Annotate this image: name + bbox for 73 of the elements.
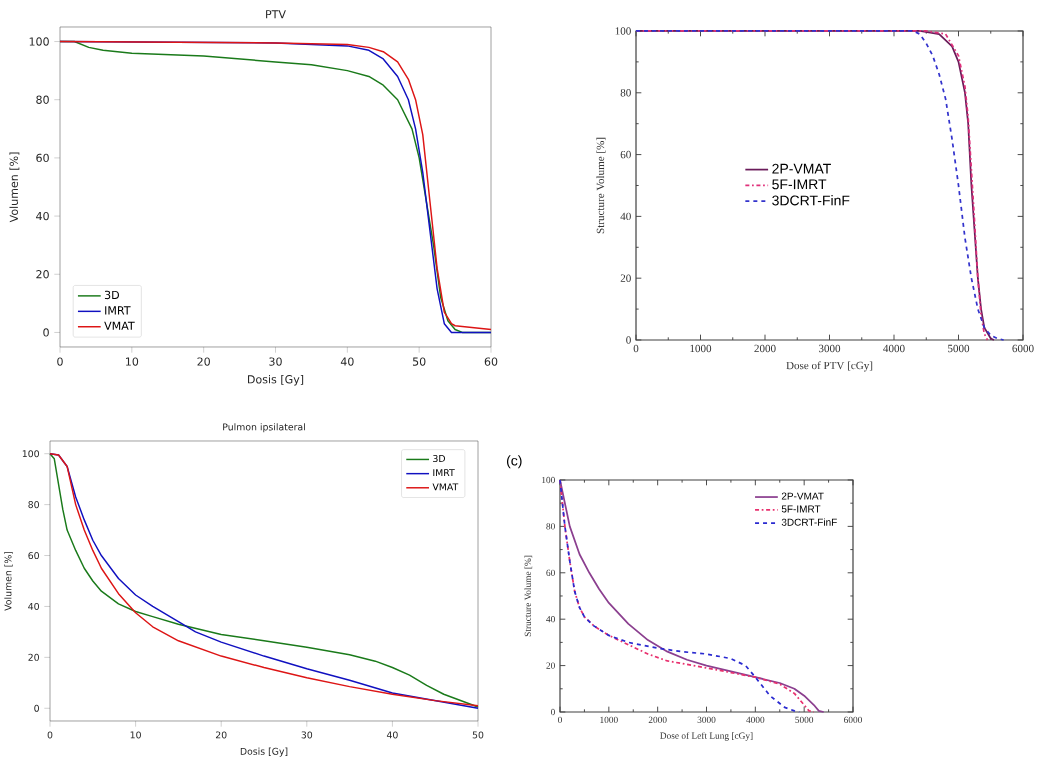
x-tick-label: 30 <box>269 357 282 366</box>
x-tick-label: 30 <box>301 731 313 739</box>
x-tick-label: 40 <box>386 731 398 739</box>
x-tick-label: 20 <box>197 357 210 366</box>
legend-label: 5F-IMRT <box>781 505 821 513</box>
x-axis-title: Dose of PTV [cGy] <box>786 361 873 372</box>
x-tick-label: 20 <box>215 731 227 739</box>
x-tick-label: 3000 <box>818 344 841 353</box>
y-tick-label: 80 <box>36 95 49 104</box>
legend-label: 2P-VMAT <box>772 163 831 174</box>
legend-label: 3DCRT-FinF <box>781 518 837 526</box>
x-tick-label: 0 <box>558 716 562 723</box>
y-tick-label: 40 <box>546 616 555 623</box>
x-tick-label: 6000 <box>844 716 862 723</box>
x-tick-label: 4000 <box>883 344 905 353</box>
y-tick-label: 100 <box>615 27 631 35</box>
y-tick-label: 40 <box>36 211 49 221</box>
y-tick-label: 100 <box>29 37 49 46</box>
y-tick-label: 60 <box>546 569 555 576</box>
y-tick-label: 80 <box>28 501 39 509</box>
chart-title: PTV <box>266 10 286 19</box>
y-tick-label: 100 <box>22 450 39 458</box>
y-tick-label: 40 <box>28 602 39 610</box>
legend-label: IMRT <box>433 469 455 477</box>
legend-label: 3DCRT-FinF <box>772 195 850 206</box>
x-tick-label: 2000 <box>754 344 776 353</box>
y-tick-label: 20 <box>620 274 631 282</box>
y-axis-title: Structure Volume [%] <box>596 137 606 234</box>
y-tick-label: 0 <box>34 704 39 712</box>
y-tick-label: 20 <box>546 662 555 669</box>
x-tick-label: 10 <box>126 357 139 366</box>
x-axis-title: Dose of Left Lung [cGy] <box>660 732 753 741</box>
y-tick-label: 40 <box>620 212 631 221</box>
x-tick-label: 1000 <box>600 716 618 723</box>
y-tick-label: 80 <box>620 89 631 97</box>
x-tick-label: 5000 <box>948 344 970 353</box>
x-tick-label: 3000 <box>697 716 716 723</box>
y-tick-label: 20 <box>36 270 49 279</box>
x-tick-label: 40 <box>340 357 354 366</box>
y-tick-label: 60 <box>620 150 631 159</box>
text: (c) <box>506 455 522 469</box>
x-tick-label: 0 <box>57 357 63 366</box>
y-axis-title: Volumen [%] <box>4 551 13 611</box>
legend-label: 2P-VMAT <box>781 492 824 500</box>
y-tick-label: 0 <box>550 708 555 716</box>
x-tick-label: 60 <box>484 357 498 366</box>
legend-label: 3D <box>433 454 445 463</box>
chart-title: Pulmon ipsilateral <box>223 423 305 433</box>
y-tick-label: 20 <box>28 653 39 661</box>
x-tick-label: 0 <box>633 344 639 353</box>
legend-label: 3D <box>104 290 119 300</box>
y-axis-title: Volumen [%] <box>9 152 20 223</box>
y-tick-label: 0 <box>43 328 49 337</box>
y-tick-label: 100 <box>542 476 555 484</box>
legend-label: 5F-IMRT <box>772 179 827 190</box>
y-tick-label: 60 <box>36 153 49 163</box>
x-tick-label: 5000 <box>795 716 814 723</box>
x-tick-label: 50 <box>412 357 426 366</box>
x-axis-title: Dosis [Gy] <box>248 374 304 386</box>
x-tick-label: 50 <box>472 731 484 739</box>
legend-label: VMAT <box>104 321 135 330</box>
y-tick-label: 60 <box>28 552 39 560</box>
x-tick-label: 2000 <box>648 716 667 723</box>
x-tick-label: 1000 <box>690 344 712 353</box>
x-tick-label: 10 <box>130 731 141 739</box>
x-tick-label: 4000 <box>746 716 765 723</box>
legend-label: IMRT <box>105 306 131 315</box>
x-axis-title: Dosis [Gy] <box>240 747 288 757</box>
legend-label: VMAT <box>432 483 459 491</box>
x-tick-label: 6000 <box>1012 344 1034 353</box>
y-tick-label: 0 <box>626 336 631 344</box>
y-tick-label: 80 <box>546 523 555 530</box>
y-axis-title: Structure Volume [%] <box>524 555 533 637</box>
